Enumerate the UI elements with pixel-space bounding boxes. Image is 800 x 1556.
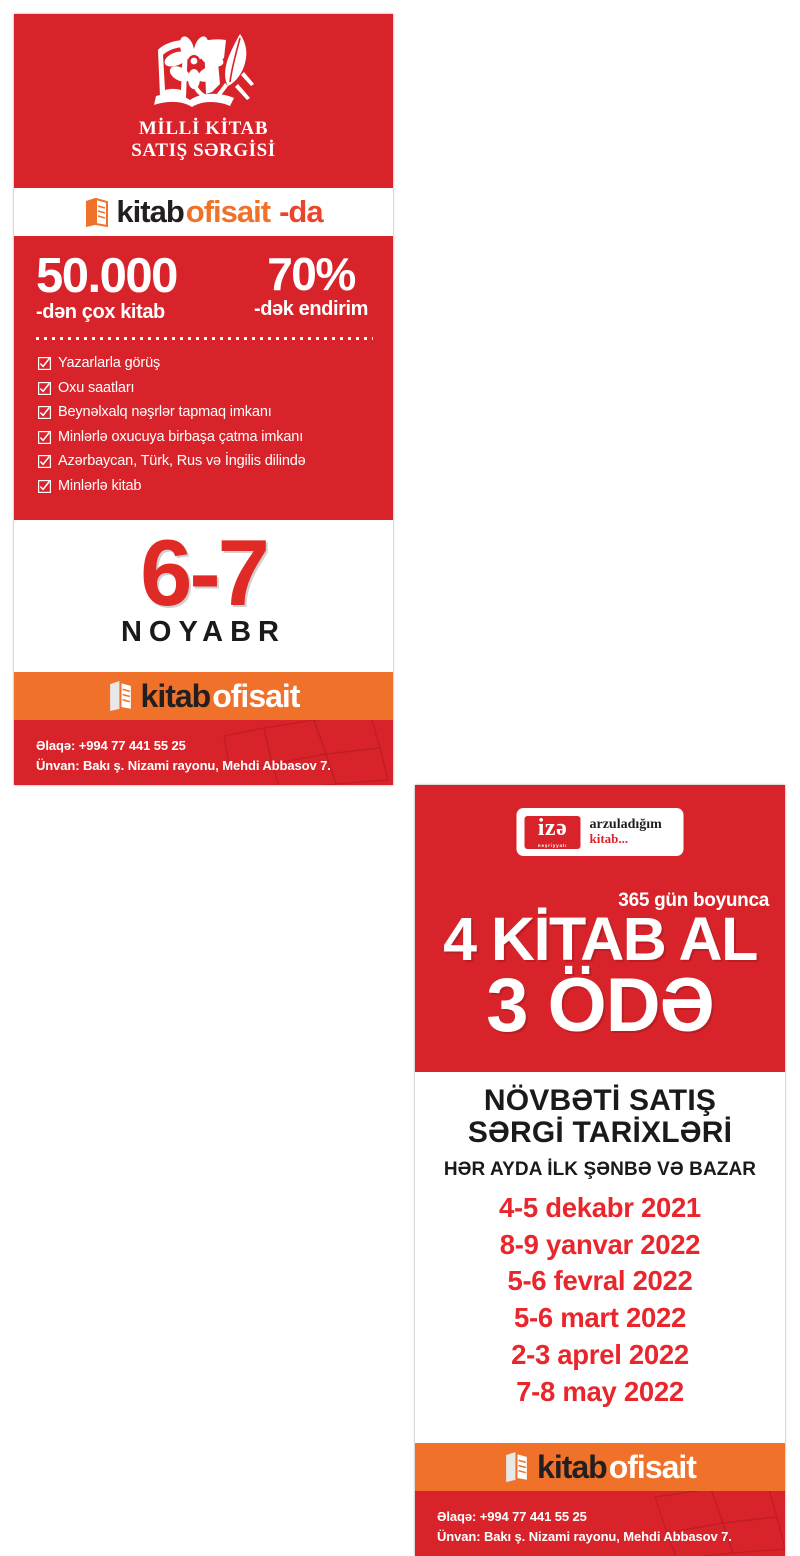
list-item: 4-5 dekabr 2021 [499,1191,701,1223]
schedule-block: NÖVBƏTİ SATIŞ SƏRGİ TARİXLƏRİ HƏR AYDA İ… [415,1072,785,1443]
brand-word-kitab: kitab [116,194,184,229]
national-book-fair-emblem: MİLLİ KİTAB SATIŞ SƏRGİSİ [124,28,284,161]
contact-info: Əlaqə: +994 77 441 55 25 Ünvan: Bakı ş. … [36,736,331,775]
right-contact-bar: Əlaqə: +994 77 441 55 25 Ünvan: Bakı ş. … [415,1491,785,1556]
brand-suffix-da: -da [279,194,323,229]
list-item: 8-9 yanvar 2022 [499,1228,701,1260]
schedule-subtitle: HƏR AYDA İLK ŞƏNBƏ VƏ BAZAR [443,1158,757,1180]
list-item: Minlərlə kitab [38,477,383,498]
book-icon [86,197,109,227]
event-month: NOYABR [120,616,286,648]
right-brand-strip: kitab ofisait [415,1443,785,1491]
brand-word-ofisait: ofisait [608,1448,697,1485]
left-contact-bar: Əlaqə: +994 77 441 55 25 Ünvan: Bakı ş. … [14,720,393,785]
list-item-label: Yazarlarla görüş [58,355,161,371]
schedule-title-line2: SƏRGİ TARİXLƏRİ [467,1116,733,1150]
checkbox-check-icon [38,381,52,400]
right-poster-panel: izə nəşriyyatı arzuladığım kitab... 365 … [415,785,785,1556]
contact-info: Əlaqə: +994 77 441 55 25 Ünvan: Bakı ş. … [437,1507,732,1546]
izo-mark-subtext: nəşriyyatı [537,842,568,848]
kitabofisait-logo-right[interactable]: kitab ofisait [504,1448,697,1486]
list-item: 5-6 mart 2022 [514,1302,686,1334]
checkbox-check-icon [38,430,52,449]
left-hero: MİLLİ KİTAB SATIŞ SƏRGİSİ [14,14,393,188]
kitabofisait-logo-top[interactable]: kitab ofisait -da [84,194,324,230]
left-brand-strip: kitab ofisait -da [14,188,393,236]
list-item-label: Minlərlə kitab [58,477,142,494]
schedule-title-line1: NÖVBƏTİ SATIŞ [483,1084,717,1117]
list-item: Yazarlarla görüş [38,354,383,375]
phone-value[interactable]: +994 77 441 55 25 [78,738,186,753]
feature-checklist: Yazarlarla görüş Oxu saatları Beynəlxalq… [38,354,383,501]
book-icon [109,681,133,711]
promo-headline-1: 4 KİTAB AL [443,905,758,973]
address-label: Ünvan: [437,1528,481,1544]
list-item: Oxu saatları [38,379,383,400]
brand-word-kitab: kitab [140,677,212,714]
phone-line: Əlaqə: +994 77 441 55 25 [36,736,331,756]
discount-value: 70% [267,248,356,300]
list-item: Beynəlxalq nəşrlər tapmaq imkanı [38,403,383,424]
brand-word-ofisait: ofisait [185,194,271,229]
phone-line: Əlaqə: +994 77 441 55 25 [437,1507,732,1527]
left-offer-body: 50.000 -dən çox kitab 70% -dək endirim Y… [14,236,393,520]
schedule-date-list: 4-5 dekabr 2021 8-9 yanvar 2022 5-6 fevr… [415,1190,785,1411]
left-brand-strip-bottom: kitab ofisait [14,672,393,720]
book-count-value: 50.000 [36,249,178,303]
list-item: 7-8 may 2022 [516,1376,684,1407]
event-days: 6-7 [140,520,270,625]
izo-mark-text: izə [537,814,568,841]
event-date-block: 6-7 NOYABR [14,520,393,672]
checkbox-check-icon [38,357,52,375]
book-count-caption: -dən çox kitab [36,301,165,324]
list-item-label: Azərbaycan, Türk, Rus və İngilis dilində [58,453,306,469]
checkbox-check-icon [38,455,52,473]
izo-publisher-logo[interactable]: izə nəşriyyatı arzuladığım kitab... [516,808,684,856]
izo-tagline-line2: kitab... [589,831,629,847]
discount-stat: 70% -dək endirim [251,248,371,324]
list-item-label: Minlərlə oxucuya birbaşa çatma imkanı [58,428,304,445]
address-value: Bakı ş. Nizami rayonu, Mehdi Abbasov 7. [82,757,331,773]
stats-row: 50.000 -dən çox kitab 70% -dək endirim [14,248,393,324]
emblem-text: MİLLİ KİTAB SATIŞ SƏRGİSİ [124,118,284,161]
checkbox-check-icon [38,406,52,424]
book-icon [506,1452,529,1482]
schedule-title: NÖVBƏTİ SATIŞ SƏRGİ TARİXLƏRİ [415,1072,785,1150]
dotted-divider [36,337,373,340]
open-book-flower-quill-icon [153,34,254,107]
list-item-label: Beynəlxalq nəşrlər tapmaq imkanı [58,404,272,420]
izo-mark-icon: izə nəşriyyatı [524,814,581,849]
left-poster-panel: MİLLİ KİTAB SATIŞ SƏRGİSİ kitab ofisait … [14,14,393,785]
phone-label: Əlaqə: [36,738,76,753]
phone-value[interactable]: +994 77 441 55 25 [479,1509,587,1524]
brand-word-ofisait: ofisait [212,677,300,714]
address-line: Ünvan: Bakı ş. Nizami rayonu, Mehdi Abba… [437,1527,732,1547]
book-count-stat: 50.000 -dən çox kitab [36,249,251,324]
promo-headline-2: 3 ÖDƏ [486,963,715,1048]
list-item-label: Oxu saatları [58,379,135,396]
list-item: Azərbaycan, Türk, Rus və İngilis dilində [38,452,383,473]
discount-caption: -dək endirim [253,298,369,321]
list-item: 5-6 fevral 2022 [507,1265,693,1297]
emblem-line-1: MİLLİ KİTAB [138,118,269,139]
address-label: Ünvan: [36,757,80,773]
izo-tagline: arzuladığım kitab... [590,817,662,847]
list-item: Minlərlə oxucuya birbaşa çatma imkanı [38,428,383,449]
emblem-line-2: SATIŞ SƏRGİSİ [131,139,276,161]
izo-tagline-line1: arzuladığım [589,816,662,832]
kitabofisait-logo-bottom[interactable]: kitab ofisait [108,678,300,715]
checkbox-check-icon [38,479,52,498]
poster-stage: MİLLİ KİTAB SATIŞ SƏRGİSİ kitab ofisait … [14,14,785,1556]
brand-word-kitab: kitab [537,1448,608,1485]
address-value: Bakı ş. Nizami rayonu, Mehdi Abbasov 7. [483,1528,732,1544]
phone-label: Əlaqə: [437,1509,477,1524]
address-line: Ünvan: Bakı ş. Nizami rayonu, Mehdi Abba… [36,756,331,776]
list-item: 2-3 aprel 2022 [511,1339,689,1371]
right-hero: izə nəşriyyatı arzuladığım kitab... 365 … [415,785,785,1072]
